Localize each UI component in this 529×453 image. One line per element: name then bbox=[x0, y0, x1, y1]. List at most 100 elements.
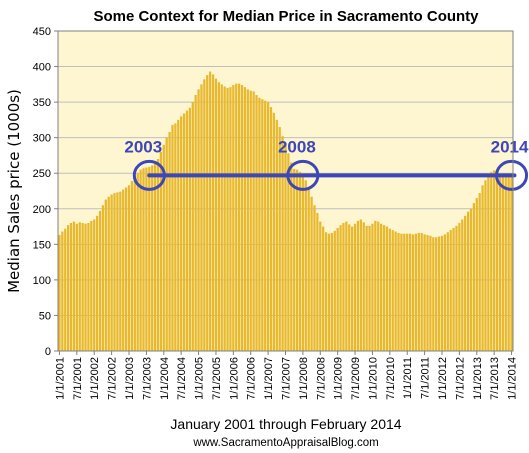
bar bbox=[153, 162, 157, 351]
annotation-label: 2003 bbox=[124, 137, 162, 156]
y-tick-label: 250 bbox=[33, 168, 51, 180]
x-tick-label: 7/1/2013 bbox=[489, 357, 501, 400]
bar bbox=[246, 89, 249, 352]
bar bbox=[400, 233, 403, 351]
bar bbox=[429, 235, 432, 351]
bar bbox=[365, 225, 368, 351]
bar bbox=[440, 235, 444, 351]
bar bbox=[313, 205, 316, 351]
x-tick-label: 7/1/2011 bbox=[420, 357, 432, 399]
x-tick-label: 1/1/2013 bbox=[472, 357, 484, 400]
x-tick-label: 1/1/2014 bbox=[507, 357, 519, 400]
bar bbox=[272, 112, 276, 352]
y-tick-label: 100 bbox=[33, 275, 51, 287]
bar bbox=[423, 234, 426, 351]
bar bbox=[493, 170, 496, 351]
bar bbox=[298, 171, 302, 351]
bar bbox=[232, 85, 235, 352]
bar bbox=[304, 180, 307, 351]
bar bbox=[162, 144, 165, 351]
bar bbox=[209, 71, 212, 352]
bar bbox=[484, 180, 487, 351]
bar bbox=[319, 221, 322, 351]
bar bbox=[136, 173, 139, 351]
bar bbox=[81, 223, 84, 351]
x-tick-label: 1/1/2005 bbox=[194, 357, 206, 400]
bar bbox=[266, 102, 270, 351]
x-tick-label: 7/1/2010 bbox=[385, 357, 397, 400]
bar bbox=[510, 173, 513, 351]
bar bbox=[284, 144, 287, 351]
bar bbox=[278, 127, 281, 351]
bar bbox=[397, 232, 400, 351]
bar bbox=[145, 167, 148, 351]
bar bbox=[371, 223, 374, 351]
bar bbox=[159, 151, 163, 351]
bar bbox=[78, 222, 81, 351]
bar bbox=[333, 230, 336, 351]
x-tick-label: 1/1/2012 bbox=[437, 357, 449, 400]
bar bbox=[261, 99, 264, 352]
bar bbox=[327, 233, 331, 351]
bar bbox=[61, 231, 64, 351]
bar bbox=[148, 166, 151, 351]
bars bbox=[58, 71, 513, 352]
bar bbox=[142, 168, 145, 351]
x-tick-label: 1/1/2003 bbox=[124, 357, 136, 400]
bar bbox=[104, 199, 107, 351]
bar bbox=[177, 119, 180, 351]
bar bbox=[174, 123, 177, 351]
bar bbox=[368, 225, 371, 351]
bar bbox=[98, 210, 102, 351]
y-tick-label: 400 bbox=[33, 62, 51, 74]
y-tick-label: 300 bbox=[33, 133, 51, 145]
bar bbox=[220, 84, 223, 351]
bar bbox=[426, 235, 429, 351]
bar bbox=[151, 165, 154, 351]
bar bbox=[432, 237, 435, 351]
bar bbox=[90, 220, 93, 351]
bar bbox=[275, 119, 278, 351]
bar bbox=[116, 192, 119, 351]
bar bbox=[417, 232, 420, 351]
bar bbox=[495, 171, 499, 351]
bar bbox=[255, 95, 258, 351]
x-tick-label: 7/1/2002 bbox=[107, 357, 119, 400]
x-tick-label: 1/1/2010 bbox=[367, 357, 379, 400]
bar bbox=[490, 171, 493, 351]
bar bbox=[394, 231, 397, 351]
bar bbox=[464, 215, 467, 351]
x-tick-label: 7/1/2005 bbox=[211, 357, 223, 400]
x-axis: 1/1/2001 7/1/2001 1/1/2002 7/1/2002 1/1/2003… bbox=[54, 351, 519, 400]
annotation-label: 2014 bbox=[491, 137, 529, 156]
bar bbox=[359, 219, 362, 351]
bar bbox=[110, 194, 113, 351]
bar bbox=[240, 85, 244, 352]
bar bbox=[58, 235, 61, 351]
bar bbox=[191, 102, 194, 351]
bar bbox=[342, 223, 345, 351]
bar bbox=[214, 78, 218, 352]
bar bbox=[75, 223, 78, 351]
x-tick-label: 1/1/2002 bbox=[89, 357, 101, 400]
x-tick-label: 1/1/2004 bbox=[159, 357, 171, 400]
bar bbox=[330, 232, 333, 351]
bar bbox=[293, 168, 296, 351]
x-tick-label: 1/1/2011 bbox=[402, 357, 414, 399]
bar bbox=[84, 223, 87, 351]
bar bbox=[443, 234, 447, 351]
bar bbox=[469, 208, 473, 351]
bar bbox=[281, 136, 284, 351]
x-axis-title: January 2001 through February 2014 bbox=[170, 416, 401, 432]
source-url: www.SacramentoAppraisalBlog.com bbox=[192, 437, 378, 449]
bar bbox=[458, 223, 461, 351]
annotations: 2003 2008 2014 bbox=[124, 137, 529, 191]
bar bbox=[258, 97, 261, 351]
bar bbox=[113, 193, 116, 351]
y-tick-label: 350 bbox=[33, 97, 51, 109]
bar bbox=[498, 173, 502, 351]
bar bbox=[301, 176, 305, 351]
bar bbox=[345, 221, 348, 351]
bar bbox=[362, 222, 365, 351]
y-tick-label: 150 bbox=[33, 239, 51, 251]
